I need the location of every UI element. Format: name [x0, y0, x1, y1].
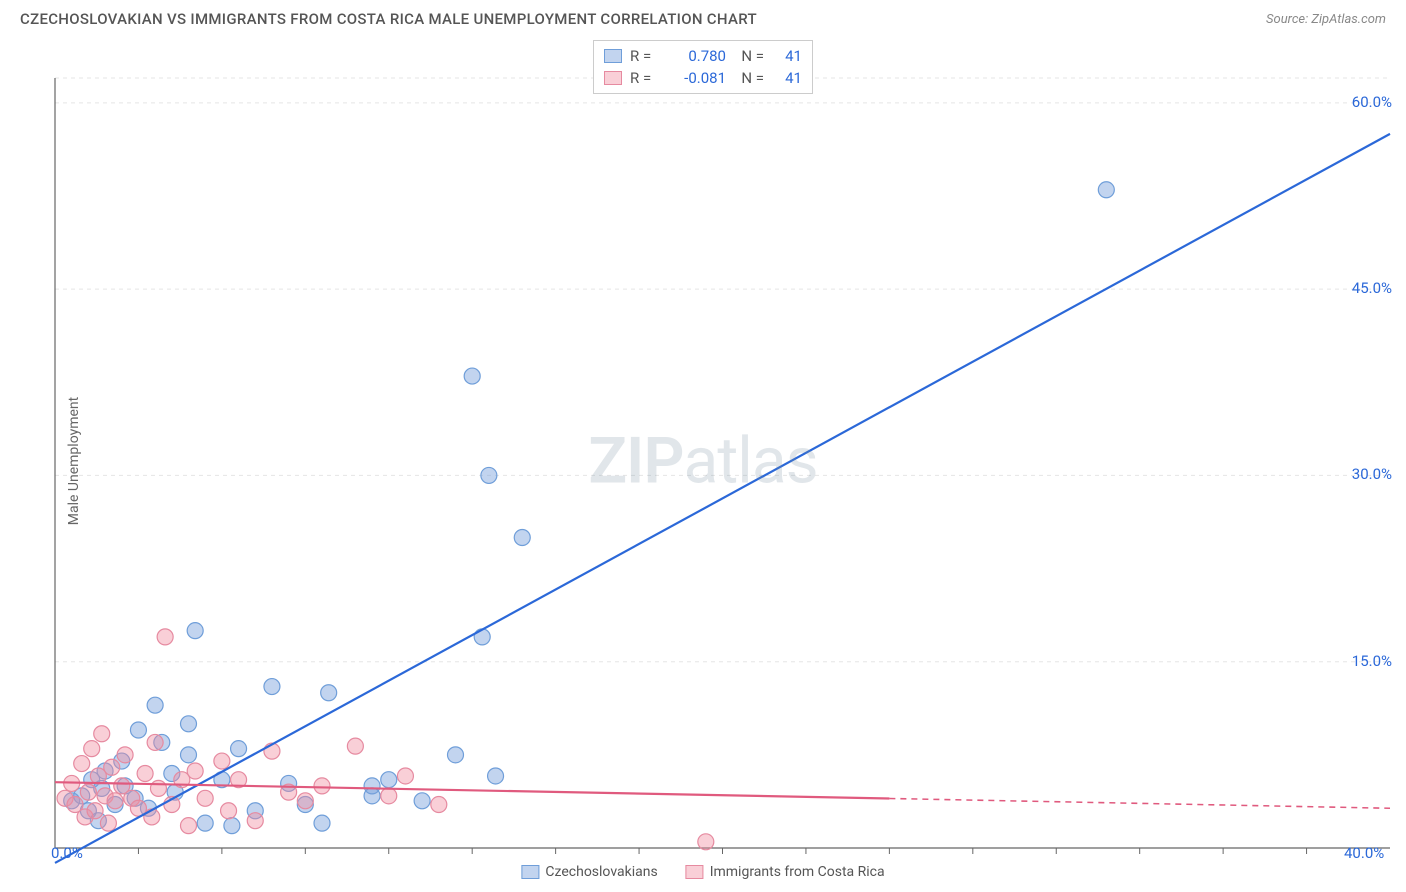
swatch-series-1 [604, 49, 622, 63]
legend-item-1: Czechoslovakians [521, 864, 657, 880]
stats-legend: R = 0.780 N = 41 R = -0.081 N = 41 [593, 40, 813, 94]
legend-item-2: Immigrants from Costa Rica [686, 864, 885, 880]
stats-row-series-1: R = 0.780 N = 41 [604, 45, 802, 67]
series-legend: Czechoslovakians Immigrants from Costa R… [521, 864, 884, 880]
x-tick-label: 0.0% [51, 844, 83, 862]
y-tick-label: 15.0% [1352, 652, 1392, 670]
swatch-series-2 [604, 71, 622, 85]
chart-area: Male Unemployment ZIPatlas R = 0.780 N =… [0, 36, 1406, 886]
source-attribution: Source: ZipAtlas.com [1266, 12, 1386, 27]
scatter-plot [0, 36, 1406, 886]
y-tick-label: 60.0% [1352, 93, 1392, 111]
legend-label-2: Immigrants from Costa Rica [710, 864, 885, 880]
legend-swatch-2 [686, 865, 704, 879]
chart-title: CZECHOSLOVAKIAN VS IMMIGRANTS FROM COSTA… [20, 10, 757, 28]
x-tick-label: 40.0% [1344, 844, 1384, 862]
y-axis-label: Male Unemployment [66, 397, 82, 525]
y-tick-label: 30.0% [1352, 465, 1392, 483]
y-tick-label: 45.0% [1352, 279, 1392, 297]
legend-swatch-1 [521, 865, 539, 879]
stats-row-series-2: R = -0.081 N = 41 [604, 67, 802, 89]
legend-label-1: Czechoslovakians [545, 864, 657, 880]
